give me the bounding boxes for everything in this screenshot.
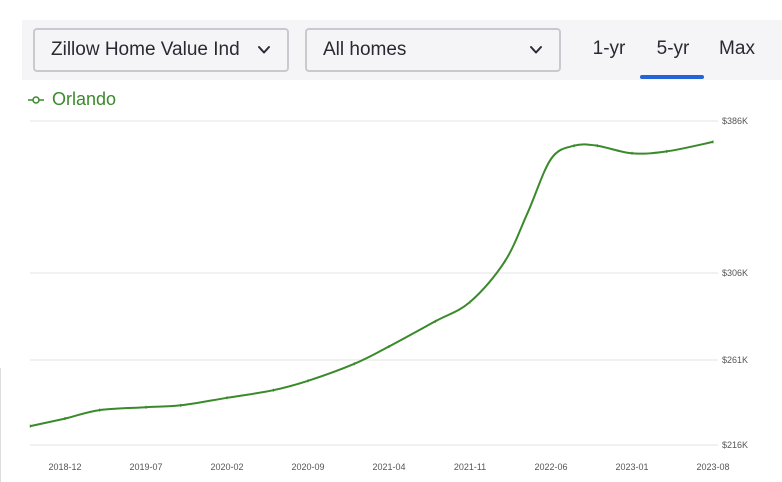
x-axis-ticks: 2018-12 2019-07 2020-02 2020-09 2021-04 2021-…: [48, 462, 729, 472]
tab-max[interactable]: Max: [719, 38, 755, 59]
x-tick-label: 2023-01: [615, 462, 648, 472]
metric-select[interactable]: Zillow Home Value Ind: [33, 28, 289, 72]
y-tick-label: $261K: [722, 355, 748, 365]
y-tick-label: $386K: [722, 116, 748, 126]
y-tick-label: $306K: [722, 268, 748, 278]
home-type-select-value: All homes: [323, 39, 407, 60]
y-axis-ticks: $216K $261K $306K $386K: [722, 116, 748, 450]
chevron-down-icon: [258, 46, 270, 54]
x-tick-label: 2020-09: [291, 462, 324, 472]
chart-controls-bar: Zillow Home Value Ind All homes 1-yr 5-y…: [22, 20, 782, 80]
panel-edge-divider: [0, 368, 1, 482]
series-line-orlando[interactable]: [30, 140, 714, 428]
x-tick-label: 2020-02: [210, 462, 243, 472]
x-tick-label: 2022-06: [534, 462, 567, 472]
chevron-down-icon: [530, 46, 542, 54]
metric-select-value: Zillow Home Value Ind: [51, 39, 240, 60]
x-tick-label: 2023-08: [696, 462, 729, 472]
x-tick-label: 2018-12: [48, 462, 81, 472]
grid-lines: [30, 120, 718, 446]
tab-1-yr[interactable]: 1-yr: [592, 38, 626, 59]
home-type-select[interactable]: All homes: [305, 28, 561, 72]
x-tick-label: 2021-04: [372, 462, 405, 472]
active-tab-indicator: [640, 75, 704, 79]
line-marker-icon: [28, 96, 44, 104]
tab-5-yr[interactable]: 5-yr: [656, 38, 690, 59]
legend-series-label: Orlando: [52, 89, 117, 109]
x-tick-label: 2021-11: [454, 462, 486, 472]
x-tick-label: 2019-07: [129, 462, 162, 472]
chart-legend[interactable]: Orlando: [28, 88, 116, 110]
series-layer: [29, 140, 714, 428]
y-tick-label: $216K: [722, 440, 748, 450]
